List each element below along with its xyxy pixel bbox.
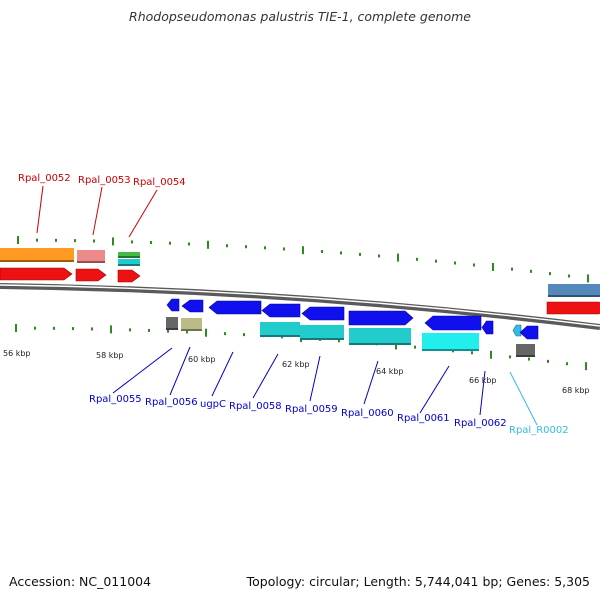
gene-label-rpal_0061[interactable]: Rpal_0061 [397, 413, 450, 424]
leader-ugpc [211, 351, 234, 397]
gene-label-rpal_0054[interactable]: Rpal_0054 [133, 177, 186, 188]
gene-feature-rpal-0061-box-edge [422, 349, 479, 351]
gene-feature-rpal-0056-box-edge [181, 329, 202, 331]
gene-label-rpal-r0002[interactable]: Rpal_R0002 [509, 425, 569, 436]
gene-feature-rpal-0060-arrow[interactable] [348, 310, 414, 326]
leader-rpal_0055 [112, 347, 173, 394]
gene-feature-rpal-r0002-arrow[interactable] [512, 324, 522, 337]
label-leader-lines [36, 185, 538, 426]
scale-label: 60 kbp [188, 355, 216, 364]
leader-rpal-0053 [92, 186, 103, 236]
gene-feature-rpal-0052-box-edge [0, 260, 74, 262]
leader-rpal_0058 [252, 353, 279, 399]
genome-title: Rhodopseudomonas palustris TIE-1, comple… [129, 9, 471, 24]
tick-row-top [17, 236, 589, 283]
gene-feature-rpal-0055-arrow[interactable] [166, 298, 180, 312]
leader-rpal-r0002 [509, 371, 538, 426]
gene-label-rpal_0062[interactable]: Rpal_0062 [454, 418, 507, 429]
gene-feature-ugpc-arrow[interactable] [208, 300, 262, 315]
gene-features [0, 248, 600, 357]
gene-feature-rpal-0054-box-cyan[interactable] [118, 259, 140, 266]
genome-backbone [0, 283, 600, 330]
leader-rpal_0062 [479, 370, 486, 416]
gene-feature-rpal-0059-box-edge [300, 338, 344, 340]
genome-backbone-highlight [0, 284, 600, 327]
gene-feature-rpal-0053-box-edge [77, 261, 105, 263]
scale-label: 62 kbp [282, 360, 310, 369]
gene-feature-rpal-r0002-box-edge [516, 355, 535, 357]
gene-feature-rpal-0054-arrow[interactable] [117, 269, 141, 283]
gene-feature-rpal-0056-arrow[interactable] [181, 299, 204, 313]
topology-label: Topology: circular; Length: 5,744,041 bp… [246, 574, 590, 589]
leader-rpal_0056 [169, 346, 191, 396]
scale-label: 56 kbp [3, 349, 31, 358]
scale-label: 66 kbp [469, 376, 497, 385]
gene-feature-rpal-0058-arrow[interactable] [261, 303, 301, 318]
gene-label-rpal_0056[interactable]: Rpal_0056 [145, 397, 198, 408]
gene-feature-rpal-0062-arrow[interactable] [481, 320, 494, 335]
gene-label-rpal_0055[interactable]: Rpal_0055 [89, 394, 142, 405]
gene-label-rpal_0053[interactable]: Rpal_0053 [78, 175, 131, 186]
gene-label-rpal_0052[interactable]: Rpal_0052 [18, 173, 71, 184]
leader-rpal_0060 [363, 360, 379, 405]
gene-feature-rpal-0058-box-edge [260, 335, 300, 337]
gene-feature-rpal-0053-arrow[interactable] [75, 268, 107, 282]
gene-feature-rpal-0052-arrow[interactable] [0, 267, 73, 281]
gene-feature-rpal-0053-box[interactable] [77, 250, 105, 263]
gene-feature-rpal-0060-box-edge [349, 343, 411, 345]
gene-feature-rpal-0060-box[interactable] [349, 328, 411, 345]
gene-label-rpal_0058[interactable]: Rpal_0058 [229, 401, 282, 412]
gene-feature-rpal-0055-box-edge [166, 328, 178, 330]
accession-label: Accession: NC_011004 [9, 574, 152, 589]
gene-feature-right-steel-box[interactable] [548, 284, 600, 297]
gene-feature-right-red-arrow[interactable] [546, 301, 600, 315]
gene-feature-rpal-0056-box[interactable] [181, 318, 202, 331]
leader-rpal_0061 [419, 365, 450, 414]
gene-feature-rpal-0058-box[interactable] [260, 322, 300, 337]
scale-label: 58 kbp [96, 351, 124, 360]
leader-rpal-0054 [128, 189, 158, 238]
gene-feature-rpal-0061-box[interactable] [422, 333, 479, 351]
gene-feature-right-steel-box-edge [548, 295, 600, 297]
leader-rpal-0052 [36, 185, 44, 234]
gene-feature-rpal-0052-box[interactable] [0, 248, 74, 262]
gene-feature-rpal-0059-arrow[interactable] [301, 306, 345, 321]
scale-label: 68 kbp [562, 386, 590, 395]
gene-label-rpal_0059[interactable]: Rpal_0059 [285, 404, 338, 415]
gene-feature-rpal-0061-arrow[interactable] [424, 315, 482, 331]
scale-labels: 56 kbp 58 kbp 60 kbp 62 kbp 64 kbp 66 kbp 68 k… [3, 349, 590, 395]
gene-feature-rpal-r0002-box[interactable] [516, 344, 535, 357]
gene-label-ugpc[interactable]: ugpC [200, 399, 226, 410]
gene-feature-rpal-0054-box-green[interactable] [118, 252, 140, 258]
gene-feature-rpal-0059-box[interactable] [300, 325, 344, 340]
gene-feature-rpal-0054-box-green-edge [118, 256, 140, 258]
gene-feature-right-blue-arrow[interactable] [519, 325, 539, 340]
tick-row-bottom [15, 324, 587, 371]
gene-label-rpal_0060[interactable]: Rpal_0060 [341, 408, 394, 419]
leader-rpal_0059 [309, 355, 321, 402]
gene-feature-rpal-0054-box-cyan-edge [118, 264, 140, 266]
scale-label: 64 kbp [376, 367, 404, 376]
gene-feature-rpal-0055-box[interactable] [166, 317, 178, 330]
